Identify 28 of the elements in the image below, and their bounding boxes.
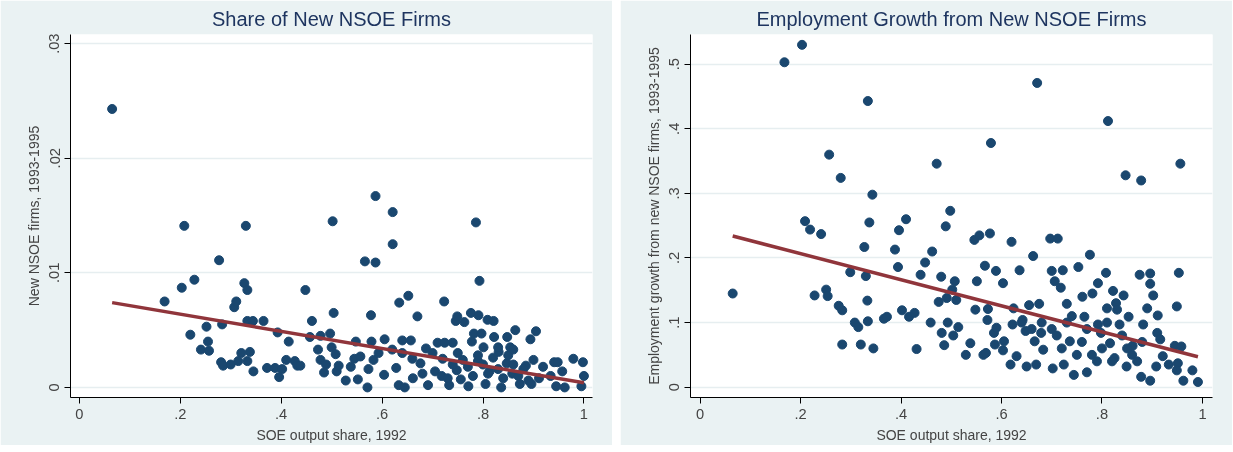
x-tick-label: .6: [375, 405, 389, 422]
x-tick-label: .2: [794, 405, 807, 422]
x-tick-label: .4: [275, 405, 288, 422]
y-tick-label: .2: [666, 251, 683, 265]
y-axis-title: New NSOE firms, 1993-1995: [25, 125, 42, 307]
x-axis-title: SOE output share, 1992: [876, 426, 1027, 443]
y-tick-label: .03: [46, 33, 63, 54]
x-tick-label: 1: [579, 405, 588, 422]
y-axis-title: Employment growth from new NSOE firms, 1993-1995: [645, 46, 662, 385]
y-tick-label: .3: [666, 187, 683, 200]
x-axis-title: SOE output share, 1992: [256, 426, 407, 443]
y-tick-label: .02: [46, 148, 63, 169]
y-tick-label: .5: [666, 58, 683, 71]
x-tick-label: .6: [995, 405, 1008, 422]
x-tick-label: 0: [695, 405, 705, 422]
x-tick-label: .8: [1095, 405, 1109, 422]
chart-title: Share of New NSOE Firms: [212, 7, 451, 30]
y-tick-label: .4: [666, 122, 683, 135]
y-tick-label: .01: [46, 262, 63, 284]
x-tick-label: .8: [476, 405, 490, 422]
x-tick-label: 1: [1198, 405, 1207, 422]
x-tick-label: .2: [174, 405, 187, 422]
y-tick-label: 0: [46, 383, 63, 392]
y-tick-label: .1: [666, 316, 683, 329]
y-tick-label: 0: [666, 383, 683, 392]
x-tick-label: 0: [75, 405, 84, 422]
x-tick-label: .4: [894, 405, 908, 422]
chart-title: Employment Growth from New NSOE Firms: [756, 7, 1147, 30]
